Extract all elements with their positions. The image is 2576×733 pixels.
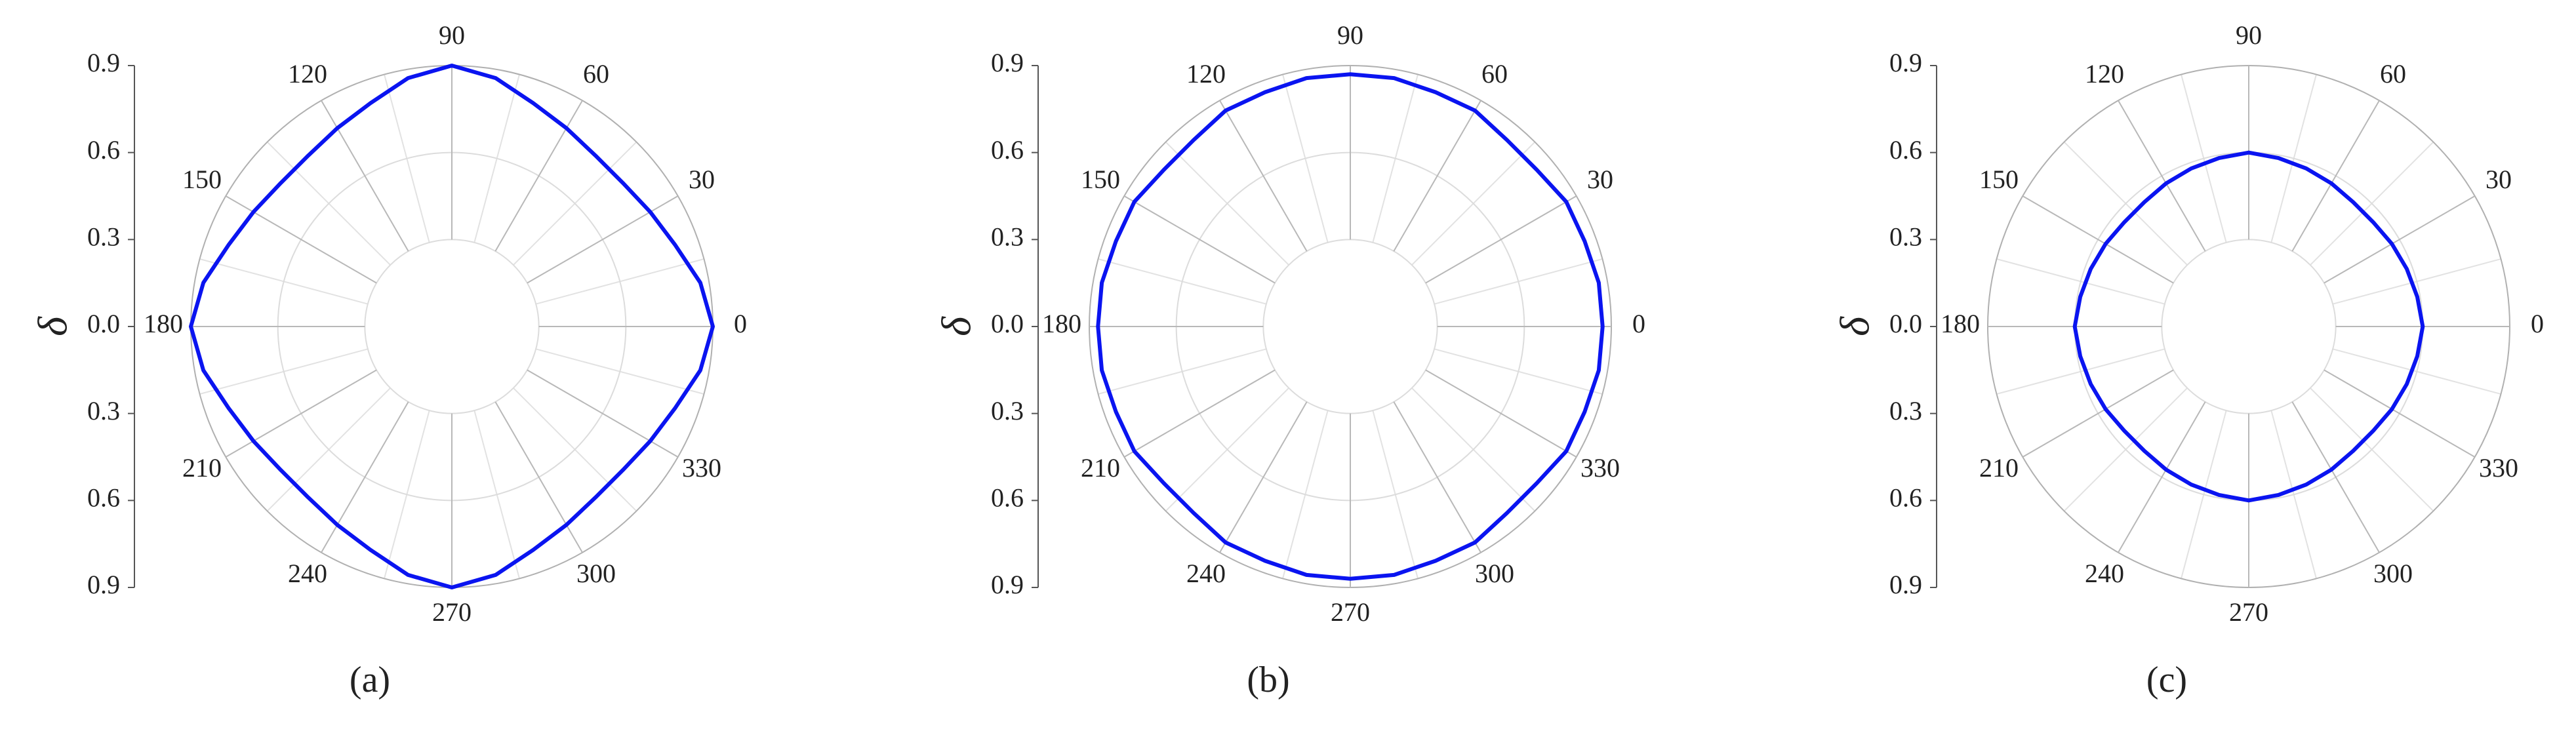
grid-circle [364,239,540,414]
angle-label: 90 [2236,20,2262,50]
angle-label: 300 [1475,559,1514,588]
y-tick-label: 0.3 [87,222,120,252]
spoke [1393,100,1481,252]
y-tick-label: 0.3 [1889,396,1922,426]
spoke [225,195,377,284]
y-tick-label: 0.9 [87,570,120,599]
polar-panel: 0 30 60 90 120 150 180 210 240 270 300 330 0.9 0.6 0.3… [30,20,747,700]
polar-line [1096,72,1605,581]
y-tick-label: 0.3 [991,396,1024,426]
y-tick-label: 0.9 [1889,570,1922,599]
y-tick-label: 0.6 [991,483,1024,513]
polar-line [189,64,715,589]
spoke [1425,195,1577,284]
angle-label: 210 [1979,453,2019,483]
spoke [1123,369,1276,458]
angle-label: 180 [144,309,183,338]
spoke [1425,369,1577,458]
angle-label: 0 [2531,309,2544,338]
spoke [1219,100,1308,252]
y-axis-label: δ [933,316,980,336]
angle-label: 150 [1081,165,1120,194]
spoke [527,195,679,284]
angle-label: 300 [2373,559,2413,588]
angle-label: 180 [1941,309,1980,338]
spoke [2118,401,2206,553]
y-tick-label: 0.9 [991,570,1024,599]
panel-caption: (b) [1247,660,1289,700]
angle-label: 210 [1081,453,1120,483]
spoke [1123,195,1276,284]
y-tick-label: 0.0 [991,309,1024,338]
angle-label: 270 [2229,597,2268,627]
y-tick-label: 0.6 [87,135,120,165]
angle-label: 330 [2479,453,2518,483]
polar-panel: 0 30 60 90 120 150 180 210 240 270 300 330 0.9 0.6 0.3… [933,20,1645,700]
spoke [225,369,377,458]
angle-label: 120 [2085,59,2124,89]
angle-label: 120 [288,59,327,89]
spoke [2118,100,2206,252]
spoke [1393,401,1481,553]
spoke [321,401,409,553]
y-axis-label: δ [1832,316,1878,336]
y-tick-label: 0.3 [87,396,120,426]
panel-caption: (c) [2146,660,2187,700]
y-tick-label: 0.6 [991,135,1024,165]
angle-label: 0 [1632,309,1645,338]
spoke [2324,195,2476,284]
angle-label: 30 [1587,165,1613,194]
y-tick-label: 0.0 [1889,309,1922,338]
angle-label: 120 [1186,59,1226,89]
angle-label: 30 [2485,165,2512,194]
y-tick-label: 0.3 [991,222,1024,252]
angle-label: 270 [1331,597,1370,627]
angle-label: 240 [288,559,327,588]
spoke [1219,401,1308,553]
spoke [2022,195,2174,284]
y-tick-label: 0.6 [87,483,120,513]
angle-label: 150 [182,165,222,194]
spoke [494,100,583,252]
angle-label: 240 [2085,559,2124,588]
angle-label: 60 [2380,59,2406,89]
angle-label: 210 [182,453,222,483]
spoke [527,369,679,458]
spoke [2291,401,2380,553]
y-tick-label: 0.3 [1889,222,1922,252]
polar-line [2072,150,2425,503]
angle-label: 150 [1979,165,2019,194]
angle-label: 180 [1042,309,1081,338]
angle-label: 300 [576,559,616,588]
angle-label: 240 [1186,559,1226,588]
spoke [2324,369,2476,458]
spoke [2291,100,2380,252]
grid-circle [2161,239,2337,414]
angle-label: 270 [432,597,472,627]
angle-label: 90 [439,20,465,50]
y-tick-label: 0.9 [87,48,120,77]
polar-panel: 0 30 60 90 120 150 180 210 240 270 300 330 0.9 0.6 0.3… [1832,20,2544,700]
y-tick-label: 0.6 [1889,483,1922,513]
y-tick-label: 0.0 [87,309,120,338]
y-axis-label: δ [30,316,76,336]
spoke [321,100,409,252]
spoke [494,401,583,553]
angle-label: 30 [689,165,715,194]
y-tick-label: 0.6 [1889,135,1922,165]
grid-circle [1262,239,1438,414]
angle-label: 60 [583,59,609,89]
panel-caption: (a) [350,660,390,700]
angle-label: 330 [1580,453,1620,483]
spoke [2022,369,2174,458]
angle-label: 60 [1481,59,1508,89]
angle-label: 0 [734,309,747,338]
y-tick-label: 0.9 [1889,48,1922,77]
angle-label: 330 [682,453,721,483]
angle-label: 90 [1337,20,1363,50]
y-tick-label: 0.9 [991,48,1024,77]
